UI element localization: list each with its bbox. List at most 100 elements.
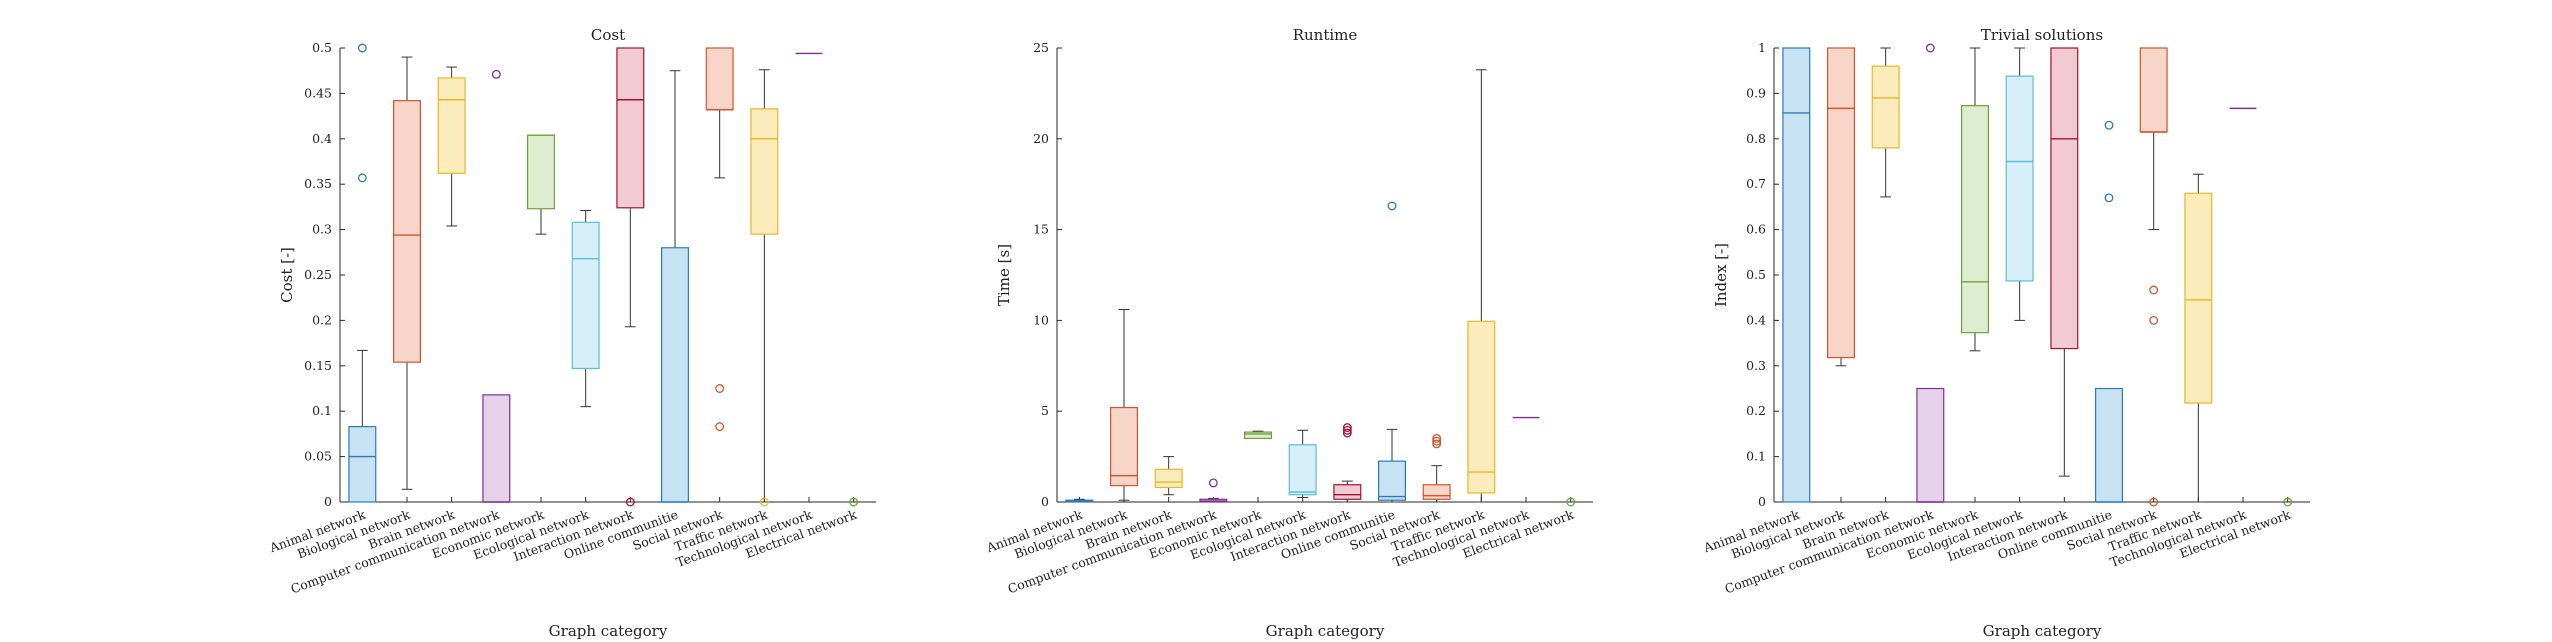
chart-title: Cost <box>591 26 625 44</box>
box-body <box>1109 406 1138 487</box>
box-body <box>437 77 466 174</box>
box-body <box>1782 47 1811 503</box>
box-2 <box>1826 47 1855 367</box>
box-9 <box>1422 433 1451 503</box>
y-tick-label: 0 <box>1758 494 1766 509</box>
outlier-point <box>1342 428 1352 438</box>
y-tick-label: 25 <box>1033 40 1049 55</box>
y-tick-label: 0.5 <box>312 40 332 55</box>
outlier-point <box>1432 439 1442 449</box>
box-3 <box>437 66 466 227</box>
x-axis-label: Graph category <box>1266 622 1385 640</box>
box-2 <box>1109 309 1138 501</box>
y-tick-label: 0.6 <box>1746 222 1766 237</box>
box-body <box>571 221 600 370</box>
y-tick-label: 5 <box>1041 403 1049 418</box>
box-1 <box>1065 498 1094 503</box>
box-body <box>348 426 377 503</box>
box-4 <box>482 69 511 503</box>
outlier-point <box>1342 423 1352 432</box>
outlier-point <box>357 173 367 183</box>
box-body <box>1243 431 1272 440</box>
outlier-point <box>357 43 367 53</box>
y-axis-label: Cost [-] <box>278 247 296 303</box>
y-tick-label: 0.2 <box>1746 403 1766 418</box>
box-7 <box>2050 47 2079 477</box>
box-8 <box>2095 120 2124 503</box>
box-12 <box>1566 497 1576 507</box>
y-tick-label: 0.4 <box>312 131 332 146</box>
box-9 <box>705 47 734 432</box>
box-5 <box>1243 430 1272 440</box>
chart-panel-1: Cost 0 0.05 0.1 0.15 0.2 0.25 0.3 0.35 0.4 0.45 0.5… <box>267 26 876 640</box>
x-axis-label: Graph category <box>1983 622 2102 640</box>
y-tick-label: 0.2 <box>312 312 332 327</box>
box-4 <box>1199 478 1228 503</box>
box-body <box>2139 47 2168 133</box>
outlier-point <box>1432 436 1442 446</box>
box-body <box>616 47 645 209</box>
y-tick-label: 0.5 <box>1746 267 1766 282</box>
box-5 <box>526 134 555 235</box>
box-7 <box>1333 423 1362 503</box>
y-tick-label: 0.15 <box>304 358 332 373</box>
outlier-point <box>1432 433 1442 443</box>
box-12 <box>2283 497 2293 507</box>
y-axis-label: Index [-] <box>1712 243 1730 307</box>
outlier-point <box>715 422 725 432</box>
box-1 <box>348 43 377 503</box>
box-12 <box>849 497 859 507</box>
box-body <box>526 134 555 210</box>
outlier-point <box>1342 425 1352 435</box>
box-body <box>1467 320 1496 494</box>
outlier-point <box>2149 315 2159 325</box>
outlier-point <box>491 69 501 79</box>
box-10 <box>750 69 779 507</box>
box-body <box>660 247 689 503</box>
box-8 <box>1377 201 1406 503</box>
x-axis-label: Graph category <box>549 622 668 640</box>
outlier-point <box>2283 497 2293 507</box>
box-body <box>393 100 422 363</box>
y-tick-label: 0.4 <box>1746 312 1766 327</box>
y-tick-label: 1 <box>1758 40 1766 55</box>
y-tick-label: 0.05 <box>304 449 332 464</box>
box-1 <box>1782 47 1811 503</box>
y-tick-label: 0.25 <box>304 267 332 282</box>
box-body <box>750 108 779 235</box>
outlier-point <box>1208 478 1218 488</box>
box-5 <box>1960 47 1989 352</box>
box-9 <box>2139 47 2168 507</box>
box-2 <box>393 56 422 490</box>
box-6 <box>1288 429 1317 498</box>
box-body <box>1826 47 1855 359</box>
y-tick-label: 0.7 <box>1746 176 1766 191</box>
box-body <box>1288 444 1317 496</box>
box-body <box>705 47 734 111</box>
y-tick-label: 20 <box>1033 131 1049 146</box>
box-6 <box>2005 47 2034 321</box>
outlier-point <box>2149 497 2159 507</box>
box-body <box>482 394 511 503</box>
outlier-point <box>2104 193 2114 203</box>
box-body <box>2050 47 2079 350</box>
outlier-point <box>715 384 725 393</box>
y-tick-label: 0.3 <box>312 222 332 237</box>
outlier-point <box>1566 497 1576 507</box>
y-tick-label: 0 <box>324 494 332 509</box>
box-body <box>1871 65 1900 149</box>
outlier-point <box>625 497 635 507</box>
box-body <box>1154 468 1183 489</box>
box-body <box>1333 484 1362 500</box>
y-tick-label: 0.35 <box>304 176 332 191</box>
box-6 <box>571 210 600 408</box>
chart-panel-3: Trivial solutions 0 0.1 0.2 0.3 0.4 0.5 0.6 0.7 0… <box>1701 26 2310 640</box>
box-7 <box>616 47 645 507</box>
y-tick-label: 0.8 <box>1746 131 1766 146</box>
y-tick-label: 0.45 <box>304 85 332 100</box>
y-tick-label: 0.1 <box>1746 449 1766 464</box>
box-3 <box>1871 47 1900 198</box>
y-axis-label: Time [s] <box>995 244 1013 306</box>
